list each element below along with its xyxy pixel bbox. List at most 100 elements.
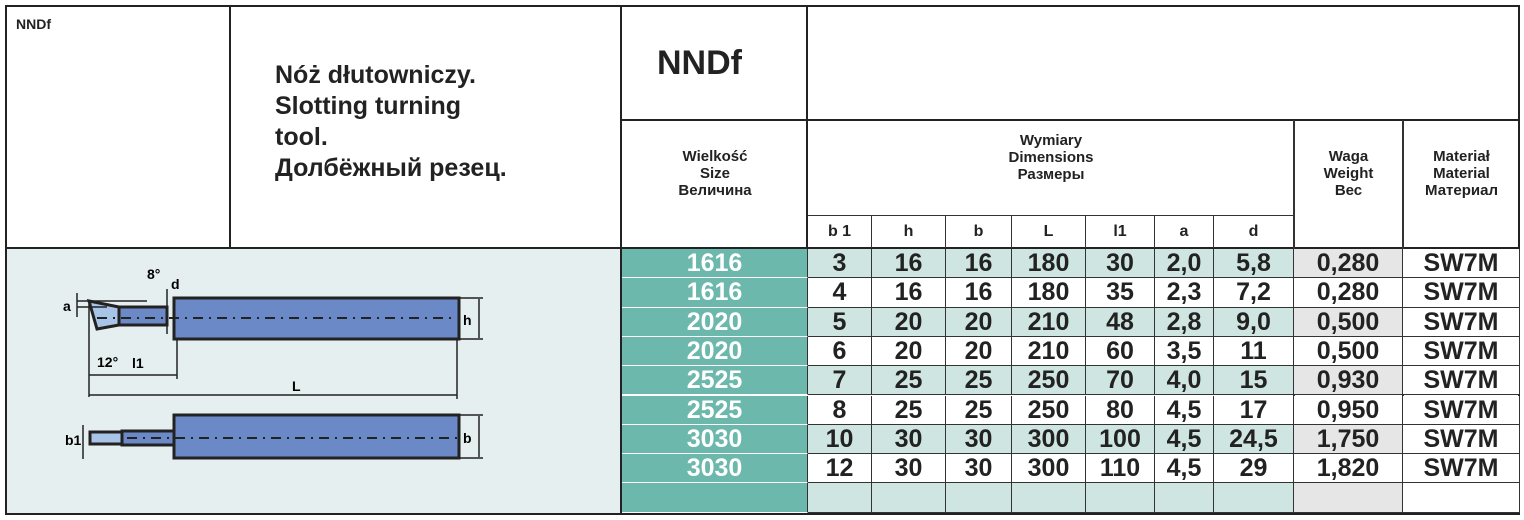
table-cell: 10 [808,424,872,455]
table-cell: 4,0 [1155,366,1214,396]
label-angle-top: 8° [147,266,160,282]
table-cell: 5 [808,307,872,337]
divider [806,7,808,248]
product-code-small: NNDf [16,16,51,32]
table-cell: 30 [872,424,946,455]
size-cell [622,483,808,513]
header-line: Size [699,165,730,182]
header-line: Waga [1328,148,1369,165]
table-cell: 35 [1086,278,1155,308]
table-cell: 25 [872,366,946,396]
label-a: a [63,298,71,314]
table-cell: 110 [1086,454,1155,484]
column-header: L [1012,216,1086,248]
size-cell: 2020 [622,307,808,337]
table-cell [1155,483,1214,513]
divider [620,7,622,513]
tip-top [88,430,124,446]
table-cell: 16 [946,278,1012,308]
table-cell: 2,3 [1155,278,1214,308]
table-cell [1086,483,1155,513]
table-cell [1214,483,1294,513]
table-cell: SW7M [1403,249,1520,279]
header-line: Величина [678,182,752,199]
table-cell: 60 [1086,336,1155,367]
title-line: Slotting turning [275,92,462,120]
table-cell: SW7M [1403,454,1520,484]
table-cell: SW7M [1403,307,1520,337]
table-cell: 25 [872,395,946,425]
size-cell: 2020 [622,336,808,367]
divider [808,215,1294,216]
neck-side [115,305,169,327]
tool-drawing: a d 8° 12° l1 L h b1 b [7,249,620,513]
table-cell: 11 [1214,336,1294,367]
table-cell: 17 [1214,395,1294,425]
table-cell: 1,820 [1294,454,1403,484]
table-cell: SW7M [1403,366,1520,396]
header-line: Material [1433,165,1490,182]
title-line: tool. [275,123,328,151]
size-cell: 2525 [622,366,808,396]
header-line: Wielkość [682,148,748,165]
table-cell: 7,2 [1214,278,1294,308]
title-line: Долбёжный резец. [275,154,507,182]
table-cell: 16 [872,249,946,279]
label-angle-bottom: 12° [97,354,118,370]
table-cell: 210 [1012,307,1086,337]
size-cell: 3030 [622,454,808,484]
header-line: Dimensions [1008,149,1094,166]
table-cell [1012,483,1086,513]
table-cell: 250 [1012,366,1086,396]
table-cell: 1,750 [1294,424,1403,455]
table-cell [808,483,872,513]
table-cell: 180 [1012,278,1086,308]
table-cell: SW7M [1403,336,1520,367]
column-header: l1 [1086,216,1155,248]
table-cell: 0,930 [1294,366,1403,396]
tip-side [86,299,121,331]
table-cell: 30 [1086,249,1155,279]
label-L: L [292,378,301,394]
table-cell: 20 [946,307,1012,337]
table-cell: 0,500 [1294,307,1403,337]
table-cell: 7 [808,366,872,396]
size-cell: 1616 [622,278,808,308]
table-cell: 16 [872,278,946,308]
column-header: d [1214,216,1294,248]
label-d: d [171,276,180,292]
header-line: Материал [1425,182,1498,199]
table-cell: 25 [946,395,1012,425]
divider [5,247,1520,249]
table-cell: 70 [1086,366,1155,396]
size-header: Wielkość Size Величина [622,148,808,199]
table-cell: 8 [808,395,872,425]
table-cell: 3,5 [1155,336,1214,367]
table-cell: 0,280 [1294,249,1403,279]
table-cell: 0,280 [1294,278,1403,308]
table-cell: SW7M [1403,395,1520,425]
table-cell: 3 [808,249,872,279]
table-cell: 6 [808,336,872,367]
column-header: b 1 [808,216,872,248]
size-cell: 3030 [622,424,808,455]
table-cell: 15 [1214,366,1294,396]
table-cell: 210 [1012,336,1086,367]
table-cell: 4,5 [1155,454,1214,484]
table-cell: 80 [1086,395,1155,425]
table-cell: 48 [1086,307,1155,337]
size-cell: 2525 [622,395,808,425]
size-cell: 1616 [622,249,808,279]
table-cell: 20 [946,336,1012,367]
table-cell: SW7M [1403,424,1520,455]
product-title: Nóż dłutowniczy. Slotting turning tool. … [275,60,507,184]
header-line: Materiał [1433,148,1490,165]
table-cell: 12 [808,454,872,484]
table-cell: 4,5 [1155,424,1214,455]
table-cell: 29 [1214,454,1294,484]
table-cell: 0,500 [1294,336,1403,367]
divider [620,119,1520,121]
weight-header: Waga Weight Вес [1294,148,1403,199]
table-cell [1294,483,1403,513]
